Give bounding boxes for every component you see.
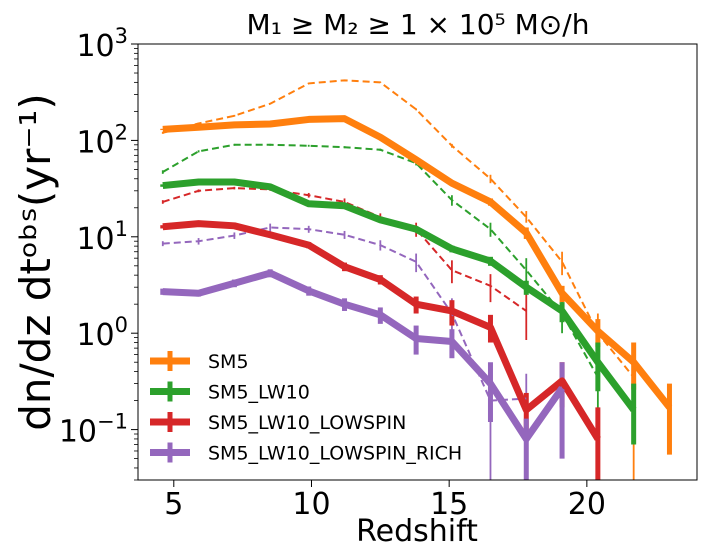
legend-label: SM5_LW10_LOWSPIN_RICH [208, 443, 462, 465]
legend-label: SM5 [208, 351, 249, 373]
y-tick-label: 101 [76, 217, 128, 257]
x-tick-label: 10 [292, 487, 330, 522]
legend-label: SM5_LW10 [208, 382, 310, 404]
dashed-line-sm5 [162, 79, 635, 378]
legend: SM5 SM5_LW10 SM5_LW10_LOWSPIN SM5_LW10_LOWS… [150, 351, 462, 465]
plot-frame [137, 43, 698, 481]
y-tick-base: 10 [59, 415, 97, 450]
y-tick-label: 100 [76, 313, 128, 353]
series-line-sm5_lw10_lowspin [162, 220, 601, 441]
y-tick-label: 10−1 [59, 410, 128, 450]
y-tick-exponent: 1 [115, 217, 128, 241]
y-tick-exponent: 3 [115, 24, 128, 48]
x-tick-label: 15 [430, 487, 468, 522]
x-axis-label: Redshift [356, 514, 478, 549]
y-tick-base: 10 [76, 222, 114, 257]
y-tick-exponent: −1 [97, 410, 128, 434]
dashed-line-sm5_lw10 [162, 143, 599, 378]
legend-label: SM5_LW10_LOWSPIN [208, 412, 406, 434]
y-axis-label: dn/dz dtᵒᵇˢ(yr⁻¹) [11, 93, 60, 431]
series-line-sm5_lw10_lowspin_rich [162, 269, 565, 443]
y-tick-base: 10 [76, 318, 114, 353]
x-axis-ticks: 5 10 15 20 [164, 480, 606, 522]
y-tick-exponent: 0 [115, 313, 128, 337]
dashed-line-sm5_lw10_lowspin_rich [162, 226, 527, 402]
series-line-sm5 [162, 115, 673, 410]
y-tick-label: 102 [76, 120, 128, 160]
y-tick-base: 10 [76, 125, 114, 160]
series-line-sm5_lw10 [162, 178, 637, 413]
series-lines [162, 79, 673, 443]
chart-title: M₁ ≥ M₂ ≥ 1 × 10⁵ M⊙/h [247, 8, 590, 41]
y-tick-base: 10 [76, 29, 114, 64]
y-tick-label: 103 [76, 24, 128, 64]
x-tick-label: 5 [164, 487, 183, 522]
dashed-line-sm5_lw10_lowspin [162, 187, 527, 312]
x-tick-label: 20 [568, 487, 606, 522]
y-tick-exponent: 2 [115, 120, 128, 144]
